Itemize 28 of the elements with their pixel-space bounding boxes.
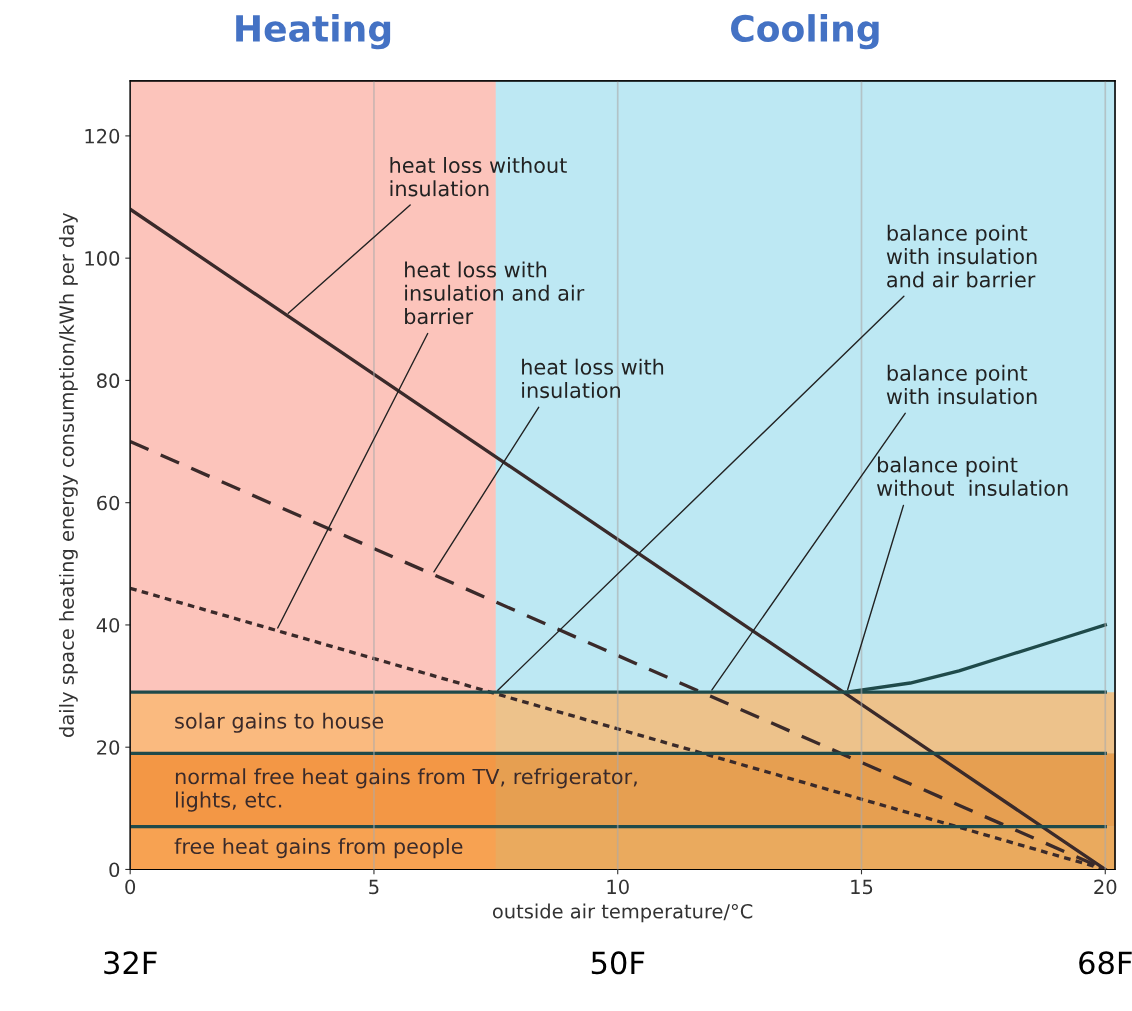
y-tick-label: 80 xyxy=(97,373,120,389)
annotation: balance point without insulation xyxy=(877,456,1068,496)
x-tick-label: 0 xyxy=(125,879,136,895)
x2-tick-label: 50F xyxy=(591,951,645,975)
annotation: balance point with insulation and air barrier xyxy=(886,224,1037,288)
x-tick-label: 20 xyxy=(1094,879,1117,895)
y-tick-label: 20 xyxy=(97,740,120,755)
annotation: heat loss with insulation and air barrier xyxy=(405,261,585,325)
annotation: heat loss with insulation xyxy=(522,358,664,399)
band-label: normal free heat gains from TV, refrigerator, lights, etc. xyxy=(175,768,637,812)
annotation: heat loss without insulation xyxy=(390,156,567,197)
annotation: balance point with insulation xyxy=(886,364,1037,405)
y-tick-label: 60 xyxy=(97,495,120,511)
x2-tick-label: 32F xyxy=(104,951,157,975)
x2-tick-label: 68F xyxy=(1079,951,1132,975)
band-label: Heating xyxy=(236,14,391,50)
band-label: Cooling xyxy=(731,14,879,50)
x-tick-label: 5 xyxy=(369,879,379,895)
band-label: solar gains to house xyxy=(175,712,384,733)
y-tick-label: 40 xyxy=(96,617,120,633)
y-tick-label: 0 xyxy=(109,862,120,878)
band-label: free heat gains from people xyxy=(174,837,463,859)
y-axis-title: daily space heating energy consumption/kWh per day xyxy=(58,212,78,737)
x-tick-label: 15 xyxy=(851,879,873,895)
y-tick-label: 120 xyxy=(85,128,120,144)
x-axis-title: outside air temperature/°C xyxy=(492,903,753,923)
y-tick-label: 100 xyxy=(85,251,120,266)
x-tick-label: 10 xyxy=(607,879,629,895)
